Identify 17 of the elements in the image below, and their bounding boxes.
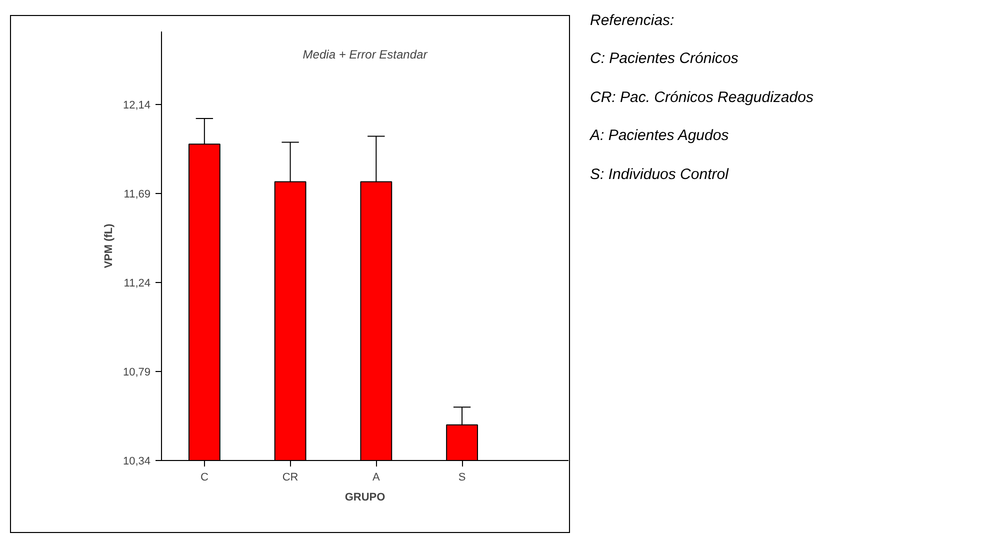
- x-axis-title: GRUPO: [344, 492, 386, 504]
- y-tick-label: 10,34: [122, 456, 151, 468]
- y-tick-label: 10,79: [122, 366, 151, 379]
- y-tick-label: 11,69: [124, 188, 151, 201]
- text: C: Pacientes Crónicos: [590, 49, 740, 70]
- text: A: Pacientes Agudos: [590, 126, 730, 146]
- y-tick-label: 11,24: [124, 278, 151, 290]
- x-tick-label: C: [200, 472, 208, 484]
- x-tick-label: CR: [282, 472, 298, 484]
- x-tick-label: A: [372, 472, 380, 484]
- text: CR: Pac. Crónicos Reagudizados: [590, 88, 814, 108]
- text: Media + Error Estandar: [302, 48, 428, 62]
- text: Referencias:: [590, 11, 676, 31]
- text: S: Individuos Control: [590, 164, 730, 185]
- y-tick-label: 12,14: [122, 100, 151, 112]
- x-tick-label: S: [458, 472, 466, 484]
- y-axis-title: VPM (fL): [102, 223, 115, 268]
